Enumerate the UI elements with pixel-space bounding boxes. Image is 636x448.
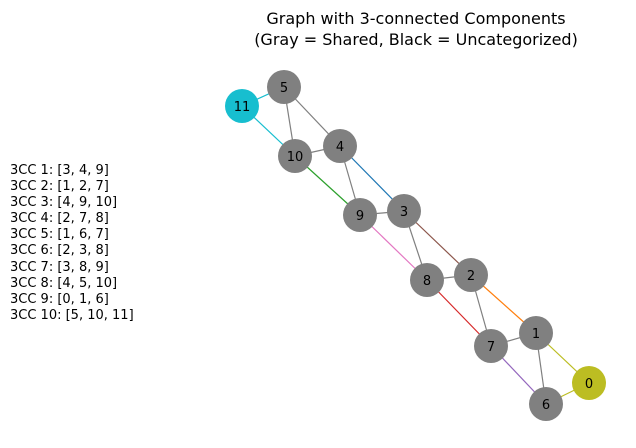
node-label-2: 2 xyxy=(467,269,475,284)
node-9: 9 xyxy=(343,198,377,232)
component-legend: 3CC 1: [3, 4, 9] 3CC 2: [1, 2, 7] 3CC 3:… xyxy=(10,163,134,323)
node-circle-9 xyxy=(343,198,377,232)
legend-entry-4: 3CC 4: [2, 7, 8] xyxy=(10,211,109,226)
legend-entry-2: 3CC 2: [1, 2, 7] xyxy=(10,179,109,194)
node-circle-11 xyxy=(225,89,259,123)
legend-entry-7: 3CC 7: [3, 8, 9] xyxy=(10,260,109,275)
node-3: 3 xyxy=(387,194,421,228)
node-circle-6 xyxy=(529,387,563,421)
node-circle-10 xyxy=(278,139,312,173)
title-line-1: Graph with 3-connected Components xyxy=(266,9,565,28)
node-circle-1 xyxy=(519,316,553,350)
node-7: 7 xyxy=(474,329,508,363)
legend-entry-1: 3CC 1: [3, 4, 9] xyxy=(10,163,109,178)
node-1: 1 xyxy=(519,316,553,350)
graph-nodes: 0 1 2 3 4 5 6 7 8 9 10 11 xyxy=(225,70,606,421)
node-5: 5 xyxy=(267,70,301,104)
legend-entry-9: 3CC 9: [0, 1, 6] xyxy=(10,292,109,307)
node-label-4: 4 xyxy=(336,140,344,155)
node-label-9: 9 xyxy=(356,209,364,224)
node-8: 8 xyxy=(410,263,444,297)
node-4: 4 xyxy=(323,129,357,163)
node-label-6: 6 xyxy=(542,398,550,413)
node-label-5: 5 xyxy=(280,81,288,96)
node-label-7: 7 xyxy=(487,340,495,355)
node-6: 6 xyxy=(529,387,563,421)
legend-entry-8: 3CC 8: [4, 5, 10] xyxy=(10,276,117,291)
node-circle-4 xyxy=(323,129,357,163)
node-label-3: 3 xyxy=(400,205,408,220)
node-label-11: 11 xyxy=(234,100,251,115)
title-line-2: (Gray = Shared, Black = Uncategorized) xyxy=(254,30,578,49)
node-0: 0 xyxy=(572,366,606,400)
node-circle-0 xyxy=(572,366,606,400)
node-label-1: 1 xyxy=(532,327,540,342)
node-circle-7 xyxy=(474,329,508,363)
legend-entry-10: 3CC 10: [5, 10, 11] xyxy=(10,308,134,323)
node-11: 11 xyxy=(225,89,259,123)
node-label-0: 0 xyxy=(585,377,593,392)
node-circle-8 xyxy=(410,263,444,297)
legend-entry-5: 3CC 5: [1, 6, 7] xyxy=(10,227,109,242)
graph-edges xyxy=(241,86,590,405)
legend-entry-3: 3CC 3: [4, 9, 10] xyxy=(10,195,117,210)
node-circle-3 xyxy=(387,194,421,228)
node-2: 2 xyxy=(454,258,488,292)
node-10: 10 xyxy=(278,139,312,173)
node-label-8: 8 xyxy=(423,274,431,289)
legend-entry-6: 3CC 6: [2, 3, 8] xyxy=(10,243,109,258)
node-circle-2 xyxy=(454,258,488,292)
node-circle-5 xyxy=(267,70,301,104)
node-label-10: 10 xyxy=(287,150,304,165)
